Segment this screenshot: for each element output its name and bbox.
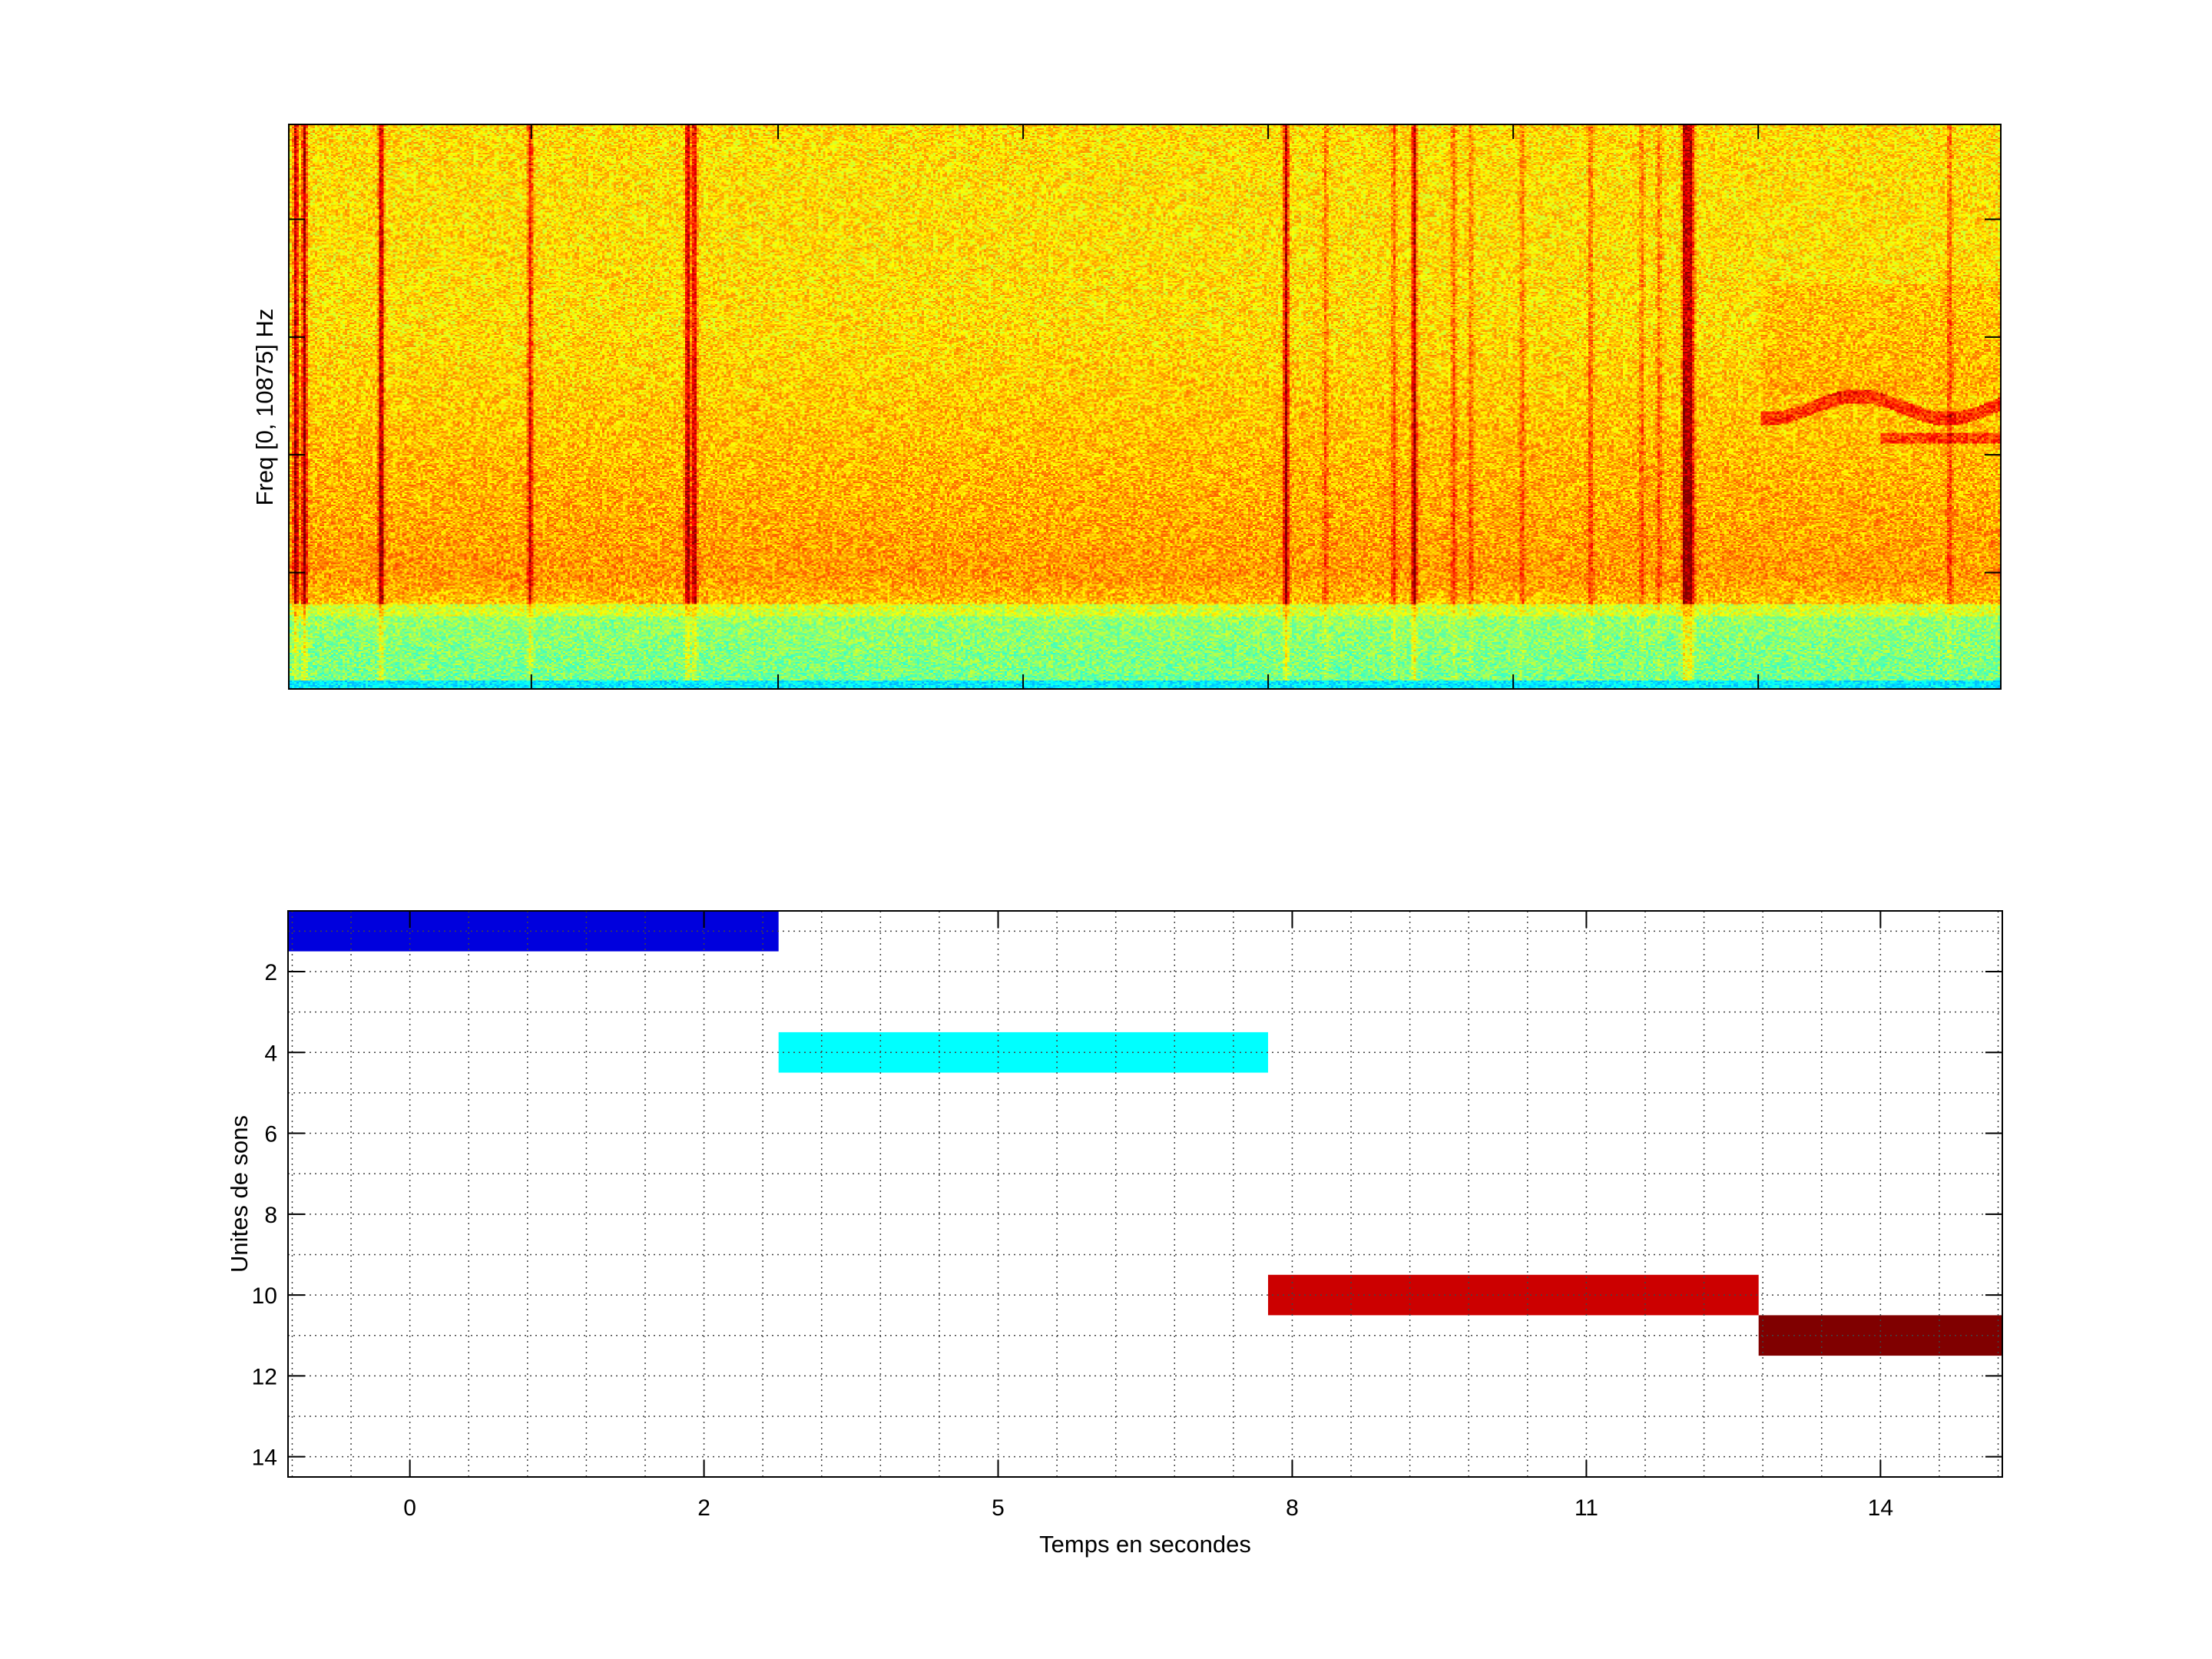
y-tick-label: 12 (252, 1364, 277, 1389)
x-tick-label: 11 (1575, 1495, 1598, 1521)
y-tick-label: 8 (264, 1203, 277, 1228)
spectrogram-image (290, 125, 2000, 688)
y-tick-label: 2 (264, 960, 277, 985)
x-tick-label: 14 (1868, 1495, 1893, 1521)
segment-bar-unit-1 (288, 911, 779, 952)
axes-frame (287, 910, 2003, 1478)
y-tick-label: 6 (264, 1122, 277, 1147)
y-tick-label: 14 (252, 1445, 277, 1471)
spectrogram-plot (288, 124, 2002, 690)
y-tick-label: 10 (252, 1283, 277, 1309)
segment-bar-unit-4 (778, 1031, 1269, 1073)
x-tick-label: 0 (403, 1495, 416, 1521)
segment-bar-unit-10 (1268, 1274, 1759, 1316)
x-tick-label: 2 (697, 1495, 710, 1521)
y-tick-label: 4 (264, 1041, 277, 1066)
y-axis-label: Unites de sons (226, 1115, 253, 1273)
x-tick-label: 8 (1286, 1495, 1299, 1521)
x-tick-label: 5 (992, 1495, 1005, 1521)
x-axis-label: Temps en secondes (1039, 1531, 1251, 1558)
